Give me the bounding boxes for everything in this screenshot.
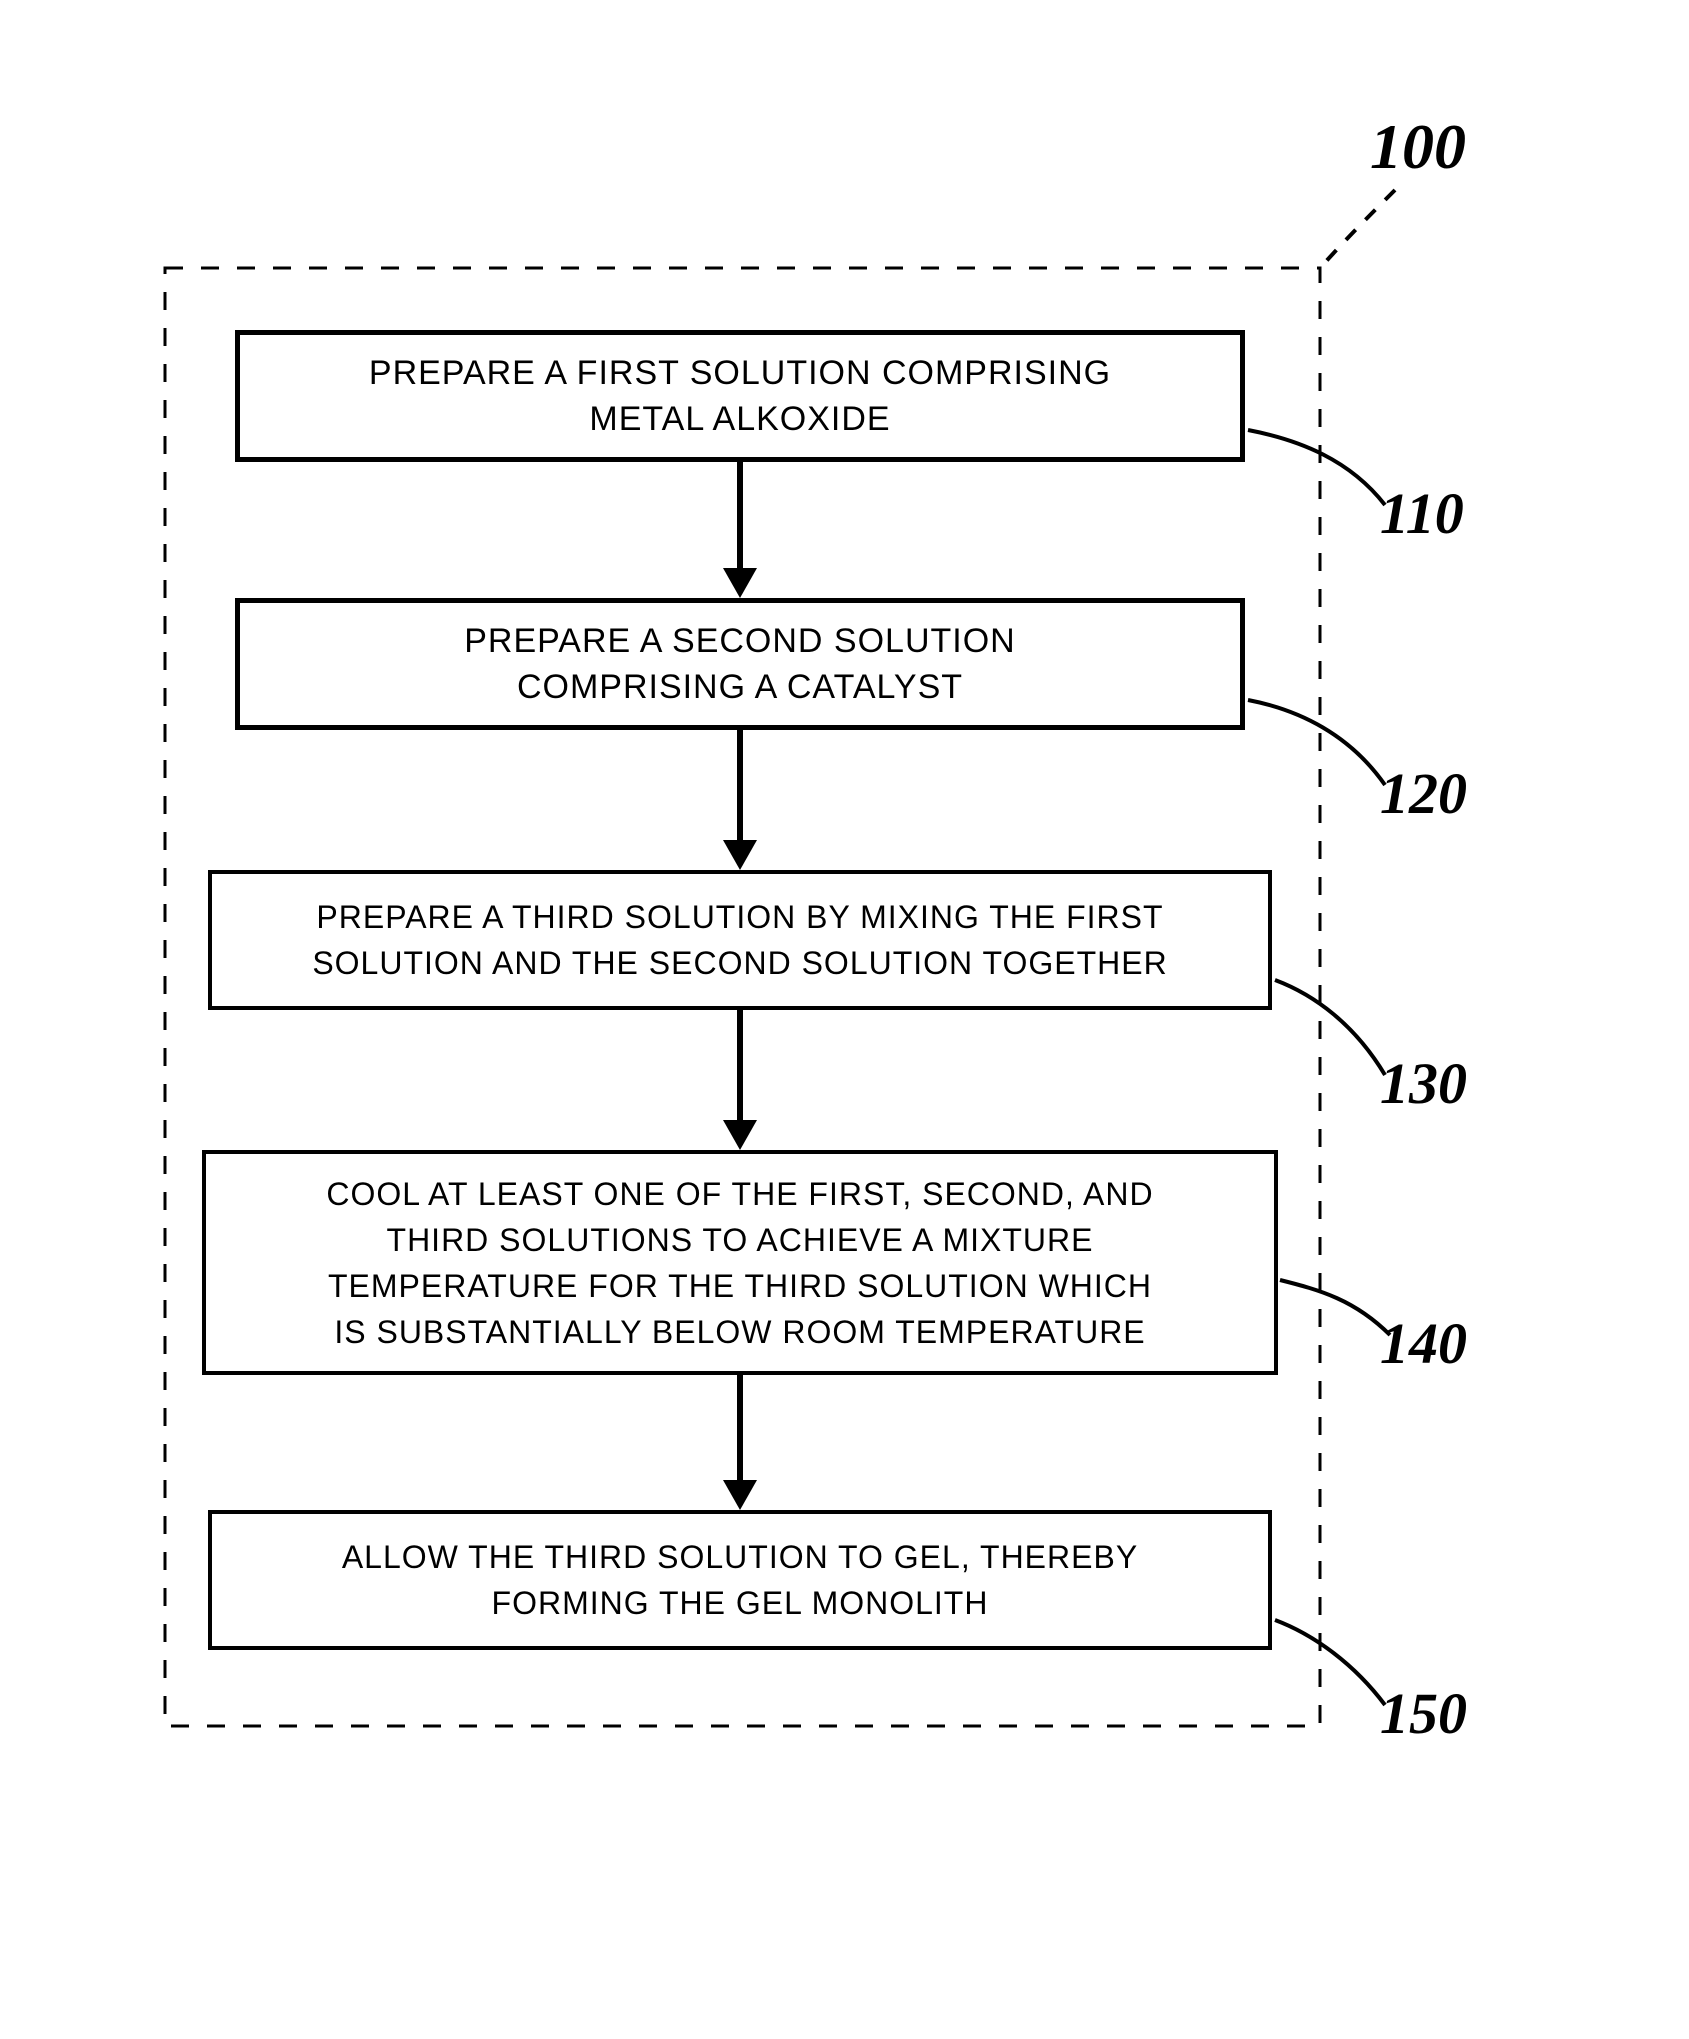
flow-step-text-150: ALLOW THE THIRD SOLUTION TO GEL, THEREBY… [322, 1534, 1158, 1626]
flow-arrow-3-head [723, 1120, 757, 1150]
flow-arrow-1-head [723, 568, 757, 598]
ref-label-140: 140 [1380, 1310, 1467, 1377]
flow-arrow-2-head [723, 840, 757, 870]
flow-step-120: PREPARE A SECOND SOLUTION COMPRISING A C… [235, 598, 1245, 730]
ref-label-120: 120 [1380, 760, 1467, 827]
page-canvas: PREPARE A FIRST SOLUTION COMPRISING META… [0, 0, 1689, 2039]
flow-step-150: ALLOW THE THIRD SOLUTION TO GEL, THEREBY… [208, 1510, 1272, 1650]
flow-step-text-110: PREPARE A FIRST SOLUTION COMPRISING META… [349, 350, 1131, 442]
flow-step-110: PREPARE A FIRST SOLUTION COMPRISING META… [235, 330, 1245, 462]
lead-line-lead140 [1280, 1280, 1390, 1335]
lead-line-lead120 [1248, 700, 1385, 785]
lead-line-lead130 [1275, 980, 1385, 1075]
lead-line-lead100 [1320, 190, 1395, 268]
flow-step-text-130: PREPARE A THIRD SOLUTION BY MIXING THE F… [292, 894, 1187, 986]
flow-step-text-140: COOL AT LEAST ONE OF THE FIRST, SECOND, … [306, 1171, 1173, 1355]
ref-label-130: 130 [1380, 1050, 1467, 1117]
ref-label-150: 150 [1380, 1680, 1467, 1747]
lead-line-lead110 [1248, 430, 1385, 505]
flow-step-140: COOL AT LEAST ONE OF THE FIRST, SECOND, … [202, 1150, 1278, 1375]
ref-label-100: 100 [1370, 110, 1466, 184]
ref-label-110: 110 [1380, 480, 1464, 547]
lead-line-lead150 [1275, 1620, 1385, 1705]
flow-arrow-4-head [723, 1480, 757, 1510]
flow-step-130: PREPARE A THIRD SOLUTION BY MIXING THE F… [208, 870, 1272, 1010]
flow-step-text-120: PREPARE A SECOND SOLUTION COMPRISING A C… [444, 618, 1036, 710]
